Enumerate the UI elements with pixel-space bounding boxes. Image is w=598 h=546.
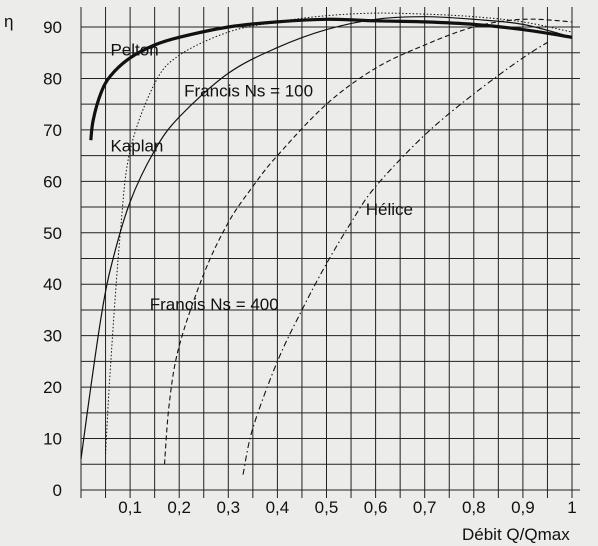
- series-label: Pelton: [110, 40, 158, 59]
- x-tick-label: 0,1: [118, 498, 142, 517]
- series-line-h-lice: [242, 41, 548, 475]
- x-axis-label: Débit Q/Qmax: [462, 525, 570, 544]
- x-tick-label: 0,3: [216, 498, 240, 517]
- y-tick-label: 10: [43, 430, 62, 449]
- series-line-francis-ns-100: [80, 16, 573, 460]
- x-tick-label: 0,8: [462, 498, 486, 517]
- y-tick-label: 30: [43, 327, 62, 346]
- series-labels: Pelton Francis Ns = 100 Kaplan Hélice Franci…: [110, 40, 413, 314]
- series-line-pelton: [89, 17, 573, 141]
- x-tick-label: 0,2: [167, 498, 191, 517]
- series-label: Francis Ns = 400: [150, 295, 279, 314]
- y-tick-label: 20: [43, 378, 62, 397]
- x-tick-label: 0,6: [364, 498, 388, 517]
- y-tick-label: 70: [43, 121, 62, 140]
- series-label: Kaplan: [110, 136, 163, 155]
- x-tick-label: 0,9: [511, 498, 535, 517]
- y-tick-label: 60: [43, 172, 62, 191]
- y-tick-label: 0: [53, 481, 62, 500]
- x-tick-label: 0,5: [315, 498, 339, 517]
- series-label: Hélice: [366, 200, 413, 219]
- series-label: Francis Ns = 100: [184, 81, 313, 100]
- tick-labels: 0 10 20 30 40 50 60 70 80 90 0,1 0,2 0,3 0,4 0,5 0,6 0,7…: [43, 18, 577, 517]
- y-tick-label: 50: [43, 224, 62, 243]
- y-tick-label: 80: [43, 69, 62, 88]
- series-line-kaplan: [105, 12, 573, 455]
- y-tick-label: 90: [43, 18, 62, 37]
- x-tick-label: 1: [567, 498, 576, 517]
- x-tick-label: 0,4: [266, 498, 290, 517]
- x-tick-label: 0,7: [413, 498, 437, 517]
- y-tick-label: 40: [43, 275, 62, 294]
- curves: [80, 12, 573, 475]
- grid: [80, 7, 580, 498]
- y-axis-label: η: [4, 12, 13, 31]
